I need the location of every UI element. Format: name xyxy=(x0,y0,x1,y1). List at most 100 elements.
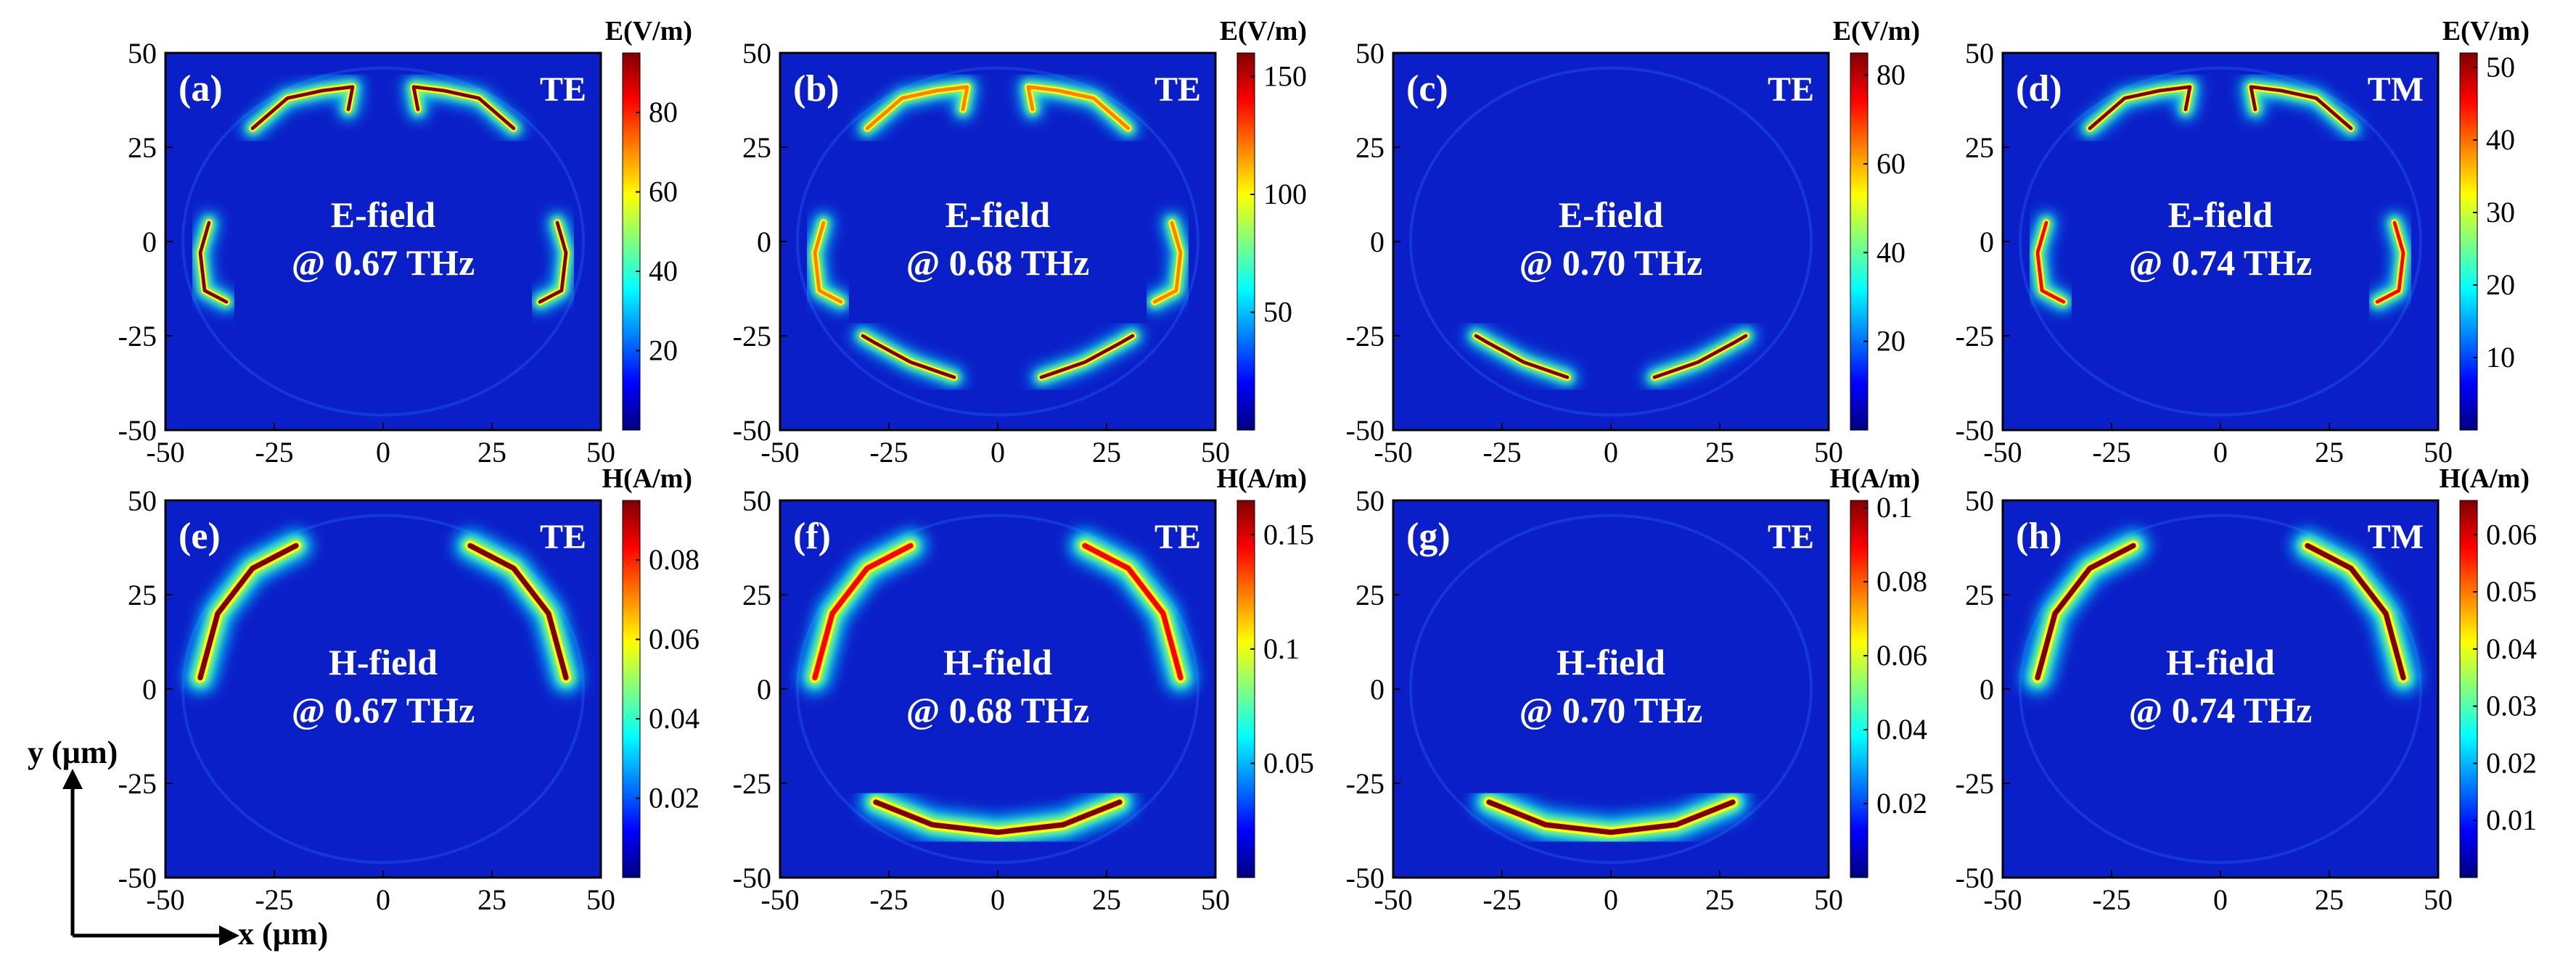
x-tick-label: 25 xyxy=(1092,883,1121,916)
x-tick-label: 0 xyxy=(1604,436,1618,469)
x-tick-label: -50 xyxy=(1983,436,2022,469)
x-tick-label: 25 xyxy=(2315,436,2344,469)
colorbar xyxy=(622,500,641,878)
panel-label: (g) xyxy=(1406,516,1451,557)
x-tick-label: -25 xyxy=(1482,436,1521,469)
frequency-label: @ 0.74 THz xyxy=(2129,242,2313,283)
x-tick-label: -25 xyxy=(1482,883,1521,916)
x-tick-label: -50 xyxy=(146,436,184,469)
field-label: H-field xyxy=(2166,642,2275,682)
colorbar-tick-label: 10 xyxy=(2486,341,2515,374)
panel-b: -50 -25 0 25 50 50 25 0 -25 -50 (b) TE E-field @ 0.68… xyxy=(733,16,1307,469)
colorbar-tick-label: 0.04 xyxy=(1876,713,1927,746)
panel-g: -50 -25 0 25 50 50 25 0 -25 -50 (g) TE H-field @ 0.70… xyxy=(1346,463,1927,916)
x-tick-label: -25 xyxy=(869,436,908,469)
plot-area xyxy=(779,51,1217,432)
panel-label: (f) xyxy=(793,516,831,557)
colorbar-tick-label: 20 xyxy=(1876,325,1906,358)
x-tick-label: -25 xyxy=(2092,883,2130,916)
frequency-label: @ 0.67 THz xyxy=(292,242,475,283)
y-tick-label: -50 xyxy=(118,862,157,894)
colorbar-tick-label: 0.04 xyxy=(2486,632,2537,665)
x-tick-label: -25 xyxy=(2092,436,2130,469)
frequency-label: @ 0.68 THz xyxy=(906,242,1090,283)
x-tick-label: 50 xyxy=(1201,436,1230,469)
colorbar-tick-label: 50 xyxy=(2486,51,2515,83)
panel-c: -50 -25 0 25 50 50 25 0 -25 -50 (c) TE E-field @ 0.70… xyxy=(1346,16,1920,469)
y-axis-label: y (µm) xyxy=(28,735,118,770)
y-tick-label: -50 xyxy=(1956,414,1994,447)
y-tick-label: -25 xyxy=(118,320,157,352)
field-hotspot xyxy=(189,212,237,313)
colorbar-tick-label: 40 xyxy=(649,255,678,287)
x-tick-label: -50 xyxy=(1374,436,1412,469)
panel-label: (b) xyxy=(793,68,840,110)
colorbar-tick-label: 80 xyxy=(1876,59,1906,91)
colorbar-title: E(V/m) xyxy=(1220,16,1307,46)
field-hotspot xyxy=(184,529,313,695)
resonator-outline xyxy=(181,513,585,865)
field-hotspot xyxy=(2366,212,2414,313)
frequency-label: @ 0.68 THz xyxy=(906,690,1090,730)
panel-a: -50 -25 0 25 50 50 25 0 -25 -50 (a) TE E-field @ 0.67… xyxy=(118,16,692,469)
resonator-outline xyxy=(1409,66,1813,417)
y-tick-label: 25 xyxy=(1355,579,1385,611)
colorbar-tick-label: 0.02 xyxy=(2486,746,2537,779)
colorbar-tick-label: 150 xyxy=(1263,60,1307,93)
y-tick-label: -50 xyxy=(1956,862,1994,894)
plot-area xyxy=(164,51,602,432)
field-hotspot xyxy=(856,75,978,139)
colorbar-title: E(V/m) xyxy=(2442,16,2530,46)
x-tick-label: 25 xyxy=(1705,436,1734,469)
y-tick-label: 50 xyxy=(742,484,771,517)
frequency-label: @ 0.74 THz xyxy=(2129,690,2313,730)
panels: -50 -25 0 25 50 50 25 0 -25 -50 (a) TE E-field @ 0.67… xyxy=(118,16,2537,916)
mode-label: TM xyxy=(2368,518,2424,556)
colorbar-tick-label: 0.01 xyxy=(2486,804,2537,836)
y-tick-label: 0 xyxy=(142,226,157,258)
y-tick-label: -50 xyxy=(1346,862,1385,894)
panel-d: -50 -25 0 25 50 50 25 0 -25 -50 (d) TM E-field @ 0.74… xyxy=(1956,16,2530,469)
resonator-outline xyxy=(796,513,1199,865)
field-hotspot xyxy=(2021,529,2150,695)
panel-label: (a) xyxy=(179,68,223,110)
y-tick-label: 25 xyxy=(128,131,157,164)
field-label: H-field xyxy=(329,642,438,682)
field-label: H-field xyxy=(943,642,1052,682)
field-label: E-field xyxy=(1559,194,1664,235)
panel-label: (c) xyxy=(1406,68,1448,110)
colorbar-tick-label: 60 xyxy=(649,176,678,208)
x-tick-label: 25 xyxy=(477,436,506,469)
y-tick-label: -50 xyxy=(733,414,771,447)
colorbar-tick-label: 0.1 xyxy=(1876,491,1913,524)
x-tick-label: 50 xyxy=(1201,883,1230,916)
colorbar-title: H(A/m) xyxy=(1216,463,1307,494)
x-tick-label: 0 xyxy=(990,436,1005,469)
field-hotspot xyxy=(403,75,525,139)
plot-area xyxy=(1392,51,1830,432)
colorbar-tick-label: 20 xyxy=(649,334,678,367)
x-tick-label: -50 xyxy=(1374,883,1412,916)
panel-label: (h) xyxy=(2016,516,2062,557)
plot-area xyxy=(164,499,602,879)
resonator-outline xyxy=(181,66,585,417)
colorbar-title: H(A/m) xyxy=(2439,463,2530,494)
field-hotspot xyxy=(798,529,927,695)
colorbar-tick-label: 0.06 xyxy=(649,623,700,656)
y-tick-label: 50 xyxy=(128,37,157,70)
field-hotspot xyxy=(2240,75,2362,139)
colorbar-tick-label: 40 xyxy=(2486,123,2515,156)
field-label: H-field xyxy=(1556,642,1665,682)
resonator-outline xyxy=(796,66,1199,417)
y-tick-label: 0 xyxy=(1980,226,1994,258)
colorbar-title: E(V/m) xyxy=(1833,16,1920,46)
y-tick-label: 50 xyxy=(742,37,771,70)
x-tick-label: -50 xyxy=(760,436,799,469)
mode-label: TE xyxy=(540,518,586,556)
colorbar-tick-label: 0.02 xyxy=(1876,787,1927,820)
x-tick-label: -50 xyxy=(146,883,184,916)
mode-label: TE xyxy=(540,70,586,109)
colorbar xyxy=(622,52,641,431)
y-tick-label: 0 xyxy=(1370,226,1385,258)
y-tick-label: 25 xyxy=(1355,131,1385,164)
